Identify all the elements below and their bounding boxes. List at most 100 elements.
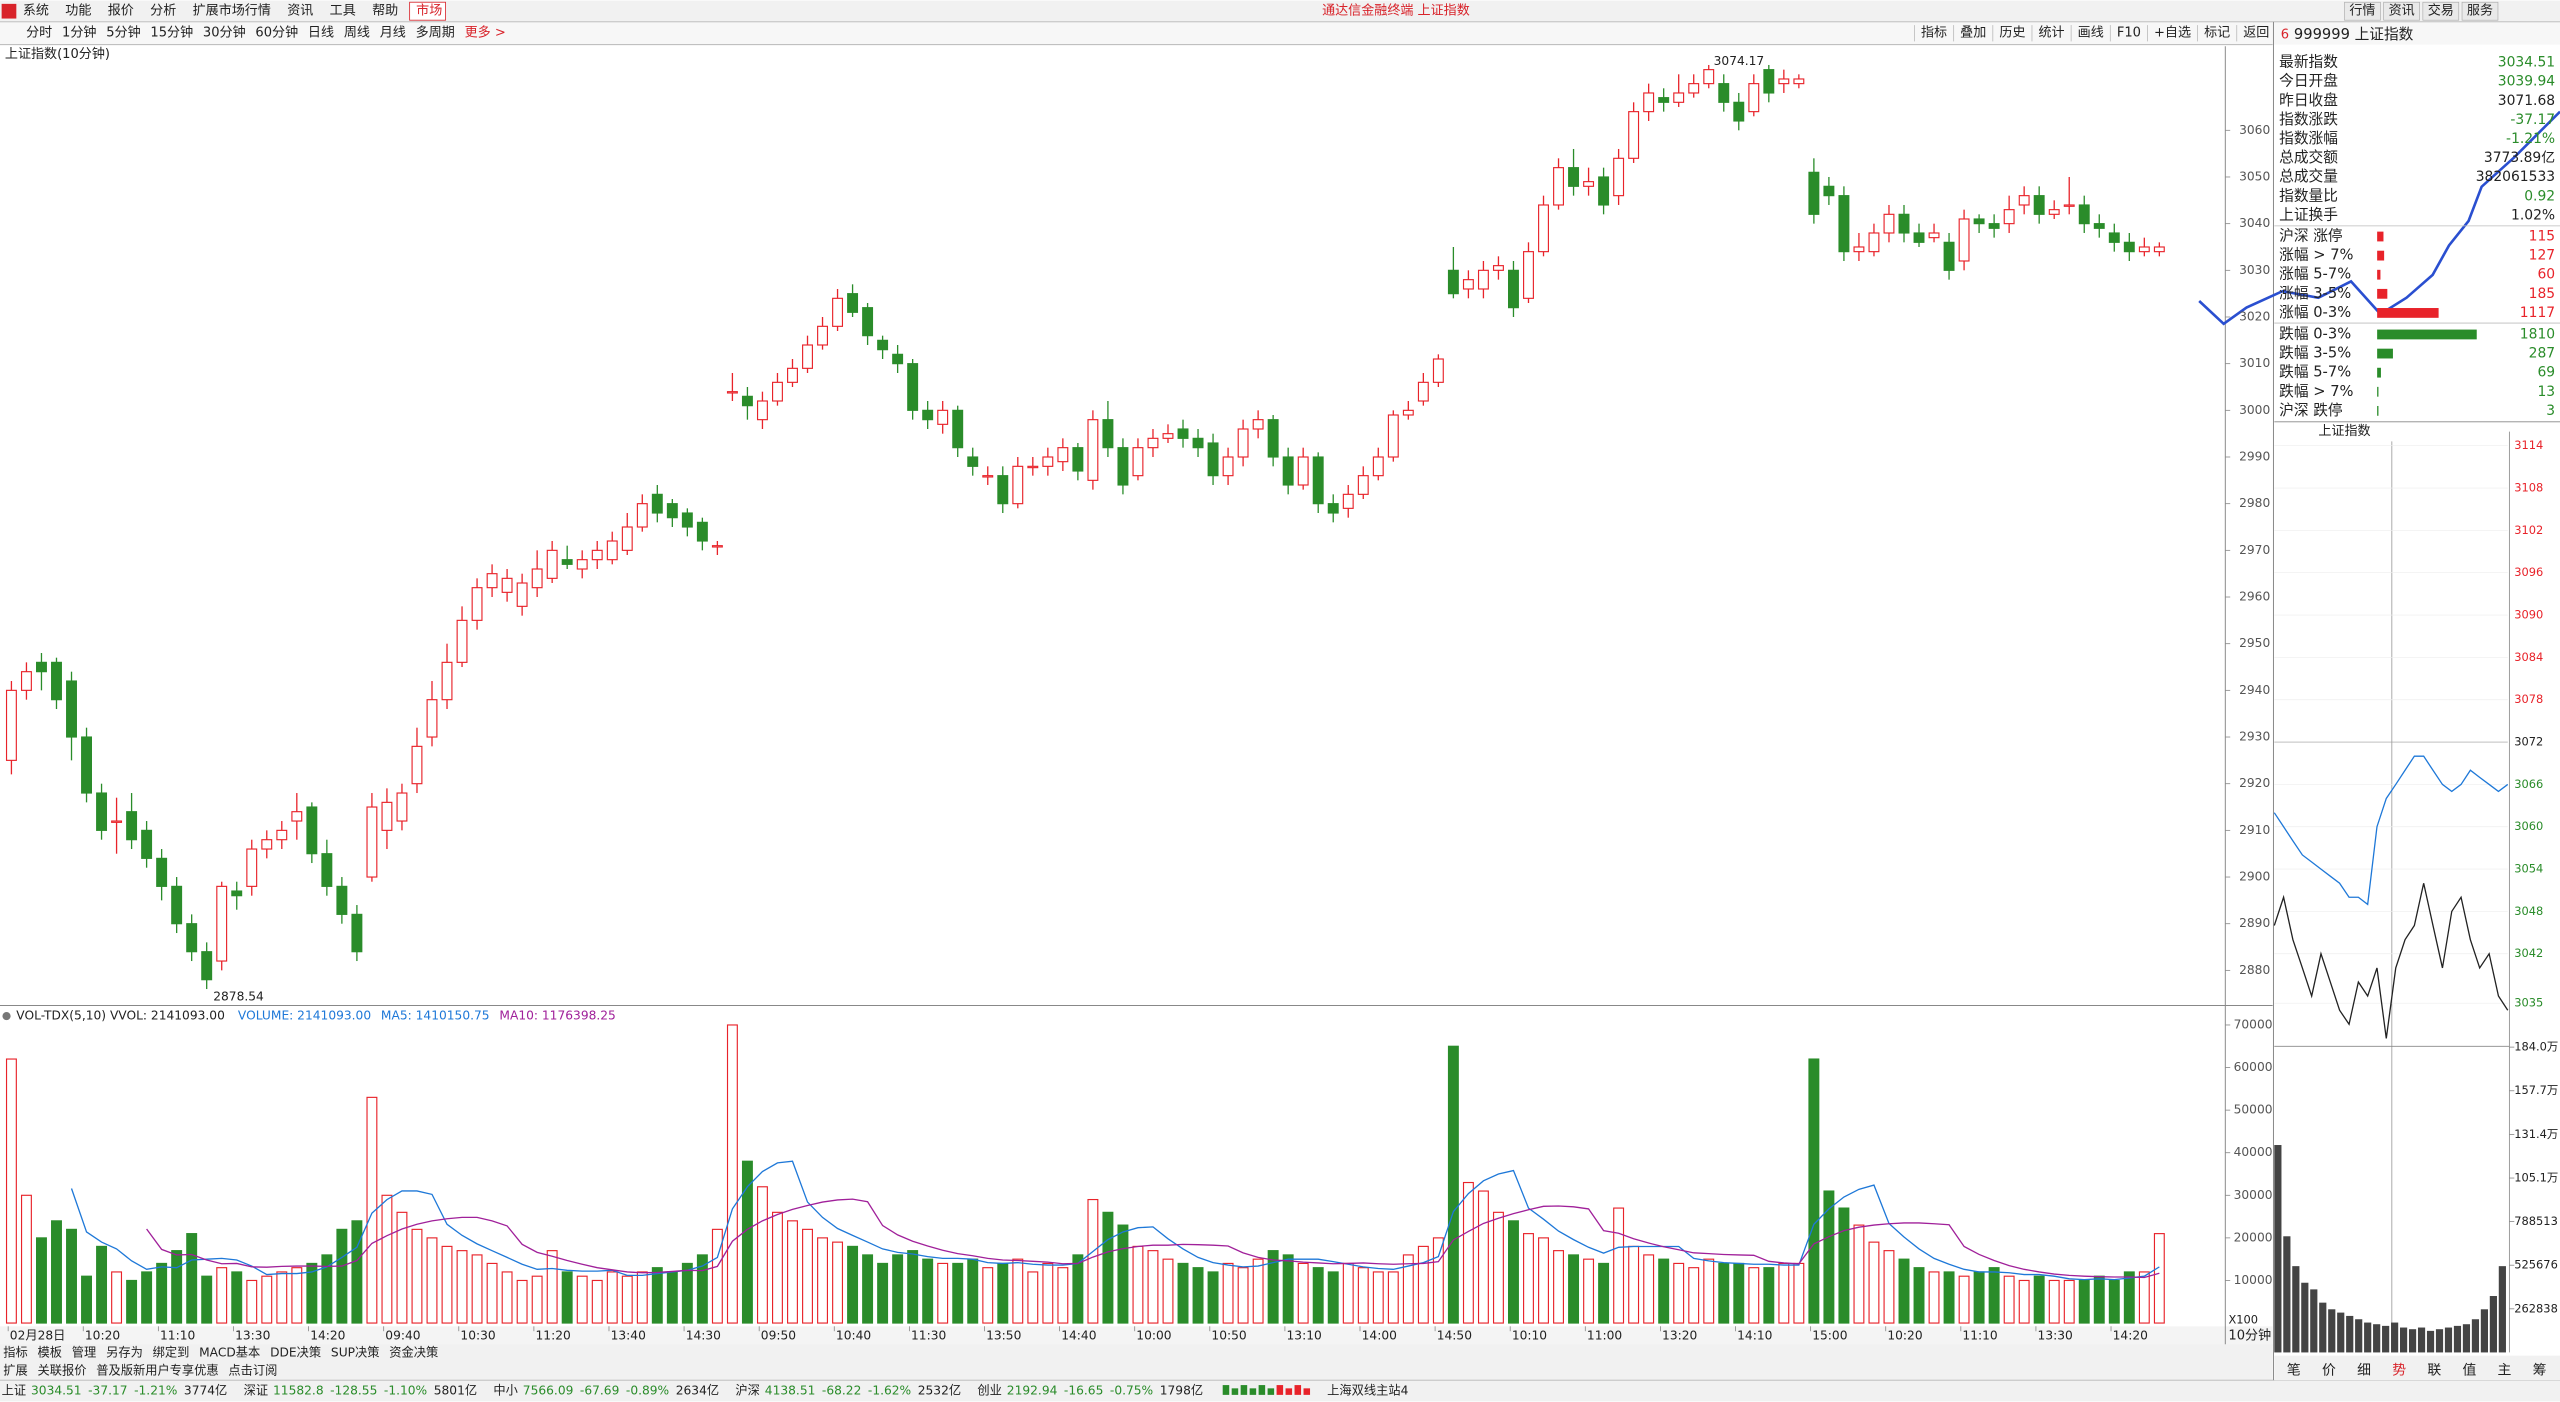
top-button-label[interactable]: 服务 (2467, 3, 2493, 19)
breadth-bar (2377, 308, 2439, 318)
status-index-value: -0.75% (1110, 1383, 1153, 1397)
period-tab[interactable]: 60分钟 (255, 25, 298, 41)
bottom-link[interactable]: 普及版新用户专享优惠 (96, 1363, 218, 1378)
menu-item[interactable]: 工具 (330, 4, 356, 19)
bottom-tab[interactable]: SUP决策 (331, 1345, 380, 1360)
bottom-tab[interactable]: 模板 (38, 1346, 62, 1360)
quote-tab[interactable]: 势 (2392, 1362, 2406, 1378)
bottom-tab[interactable]: MACD基本 (199, 1346, 260, 1360)
period-tab[interactable]: 月线 (380, 26, 406, 41)
menu-item[interactable]: 分析 (150, 4, 176, 19)
volume-bar (396, 1211, 408, 1324)
candle-body (396, 792, 408, 822)
volume-bar (1042, 1262, 1054, 1324)
top-button[interactable] (2461, 1, 2499, 21)
period-tab[interactable]: 1分钟 (62, 25, 96, 41)
period-tab[interactable]: 分时 (26, 26, 52, 41)
menu-item[interactable]: 系统 (23, 4, 49, 19)
breadth-value: 13 (2537, 384, 2555, 400)
quote-tab[interactable]: 主 (2498, 1362, 2512, 1378)
menu-item[interactable]: 功能 (65, 4, 91, 19)
quote-label: 最新指数 (2279, 54, 2338, 71)
y-tick-label: 70000 (2234, 1017, 2273, 1031)
candle-body (81, 736, 92, 794)
volume-bar (1733, 1262, 1745, 1324)
tool-button[interactable]: 标记 (2204, 26, 2230, 41)
volume-bar (2048, 1279, 2060, 1324)
bottom-link[interactable]: 点击订阅 (228, 1364, 277, 1378)
intraday-volume (2292, 1266, 2300, 1353)
quote-tabs-bar (2274, 1355, 2560, 1381)
volume-bar (1898, 1258, 1910, 1324)
bottom-link[interactable]: 关联报价 (38, 1363, 87, 1378)
period-tab[interactable]: 周线 (344, 26, 370, 41)
bottom-tab[interactable]: 指标 (3, 1345, 27, 1360)
volume-bar (1222, 1262, 1234, 1324)
candle-body (1568, 167, 1580, 187)
more-link[interactable]: 更多 > (465, 25, 506, 41)
candle-body (1162, 433, 1174, 439)
candle-body (246, 848, 258, 887)
top-button-label[interactable]: 资讯 (2389, 4, 2415, 19)
tool-button[interactable]: 画线 (2078, 26, 2104, 41)
top-button-label[interactable]: 行情 (2349, 4, 2375, 19)
top-button[interactable] (2383, 1, 2420, 21)
volume-bar (2033, 1275, 2045, 1324)
y-tick-label: 3048 (2514, 904, 2543, 918)
candle-body (1868, 232, 1880, 253)
breadth-bar (2377, 329, 2477, 340)
period-tab[interactable]: 15分钟 (150, 25, 193, 41)
bottom-link[interactable]: 扩展 (3, 1364, 27, 1378)
menu-item[interactable]: 报价 (108, 4, 134, 19)
intraday-volume (2417, 1327, 2426, 1353)
tool-button[interactable]: 历史 (1999, 26, 2025, 41)
candle-body (516, 582, 528, 607)
period-tab[interactable]: 多周期 (416, 25, 455, 41)
tool-button[interactable]: 返回 (2243, 26, 2269, 41)
candle-body (1913, 232, 1925, 243)
menu-item[interactable]: 资讯 (287, 4, 313, 19)
top-button-label[interactable]: 交易 (2428, 3, 2454, 19)
tool-button[interactable]: 统计 (2039, 26, 2065, 41)
tool-button[interactable]: 叠加 (1960, 26, 1986, 41)
menu-item[interactable]: 帮助 (372, 4, 398, 19)
server-name: 上海双线主站4 (1327, 1382, 1408, 1397)
tool-button[interactable]: 指标 (1921, 26, 1947, 41)
volume-legend: VOLUME: 2141093.00 (238, 1009, 371, 1023)
volume-bar (907, 1250, 919, 1324)
top-button[interactable] (2344, 1, 2381, 21)
candle-body (982, 475, 994, 478)
period-tab[interactable]: 30分钟 (203, 25, 246, 41)
quote-tab[interactable]: 联 (2427, 1362, 2441, 1378)
bottom-tab[interactable]: 另存为 (106, 1346, 143, 1360)
volume-bar (531, 1275, 543, 1324)
candle-body (1583, 181, 1595, 187)
quote-tab[interactable]: 细 (2357, 1362, 2371, 1378)
period-tab[interactable]: 日线 (308, 26, 334, 41)
bottom-tab[interactable]: 管理 (72, 1345, 96, 1360)
candle-body (216, 885, 228, 962)
status-index-value: 2192.94 (1007, 1383, 1058, 1397)
market-tab-label[interactable]: 市场 (416, 3, 442, 19)
bottom-tab[interactable]: DDE决策 (270, 1345, 321, 1360)
tool-button[interactable]: +自选 (2154, 26, 2191, 41)
bottom-tab[interactable]: 绑定到 (153, 1345, 190, 1360)
candle-body (1282, 456, 1294, 486)
period-bar (0, 21, 2560, 45)
quote-tab[interactable]: 筹 (2533, 1361, 2547, 1378)
status-index-value: -128.55 (330, 1383, 377, 1397)
x-tick-label: 10:20 (1887, 1329, 1922, 1343)
quote-tab[interactable]: 笔 (2287, 1362, 2301, 1378)
top-button[interactable] (2422, 1, 2460, 21)
quote-tab[interactable]: 价 (2322, 1362, 2336, 1378)
quote-tab[interactable]: 值 (2462, 1362, 2476, 1378)
volume-bar (1583, 1258, 1595, 1324)
y-tick-label: 3035 (2514, 996, 2543, 1010)
tool-button[interactable]: F10 (2117, 26, 2141, 41)
candle-body (1628, 111, 1640, 159)
breadth-label: 跌幅 5-7% (2279, 364, 2351, 381)
bottom-tab[interactable]: 资金决策 (389, 1345, 438, 1360)
candle-body (922, 409, 934, 421)
period-tab[interactable]: 5分钟 (106, 25, 140, 41)
menu-item[interactable]: 扩展市场行情 (193, 3, 271, 19)
